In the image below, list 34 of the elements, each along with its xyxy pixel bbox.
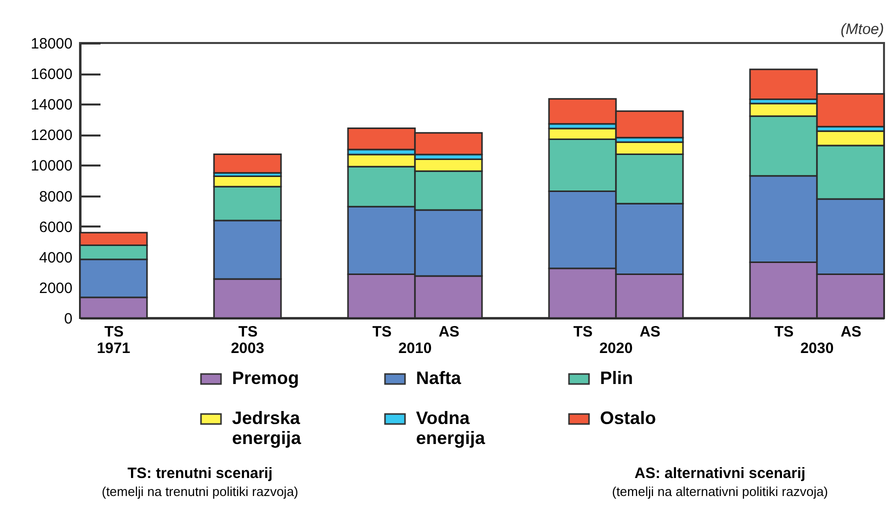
legend-label: Premog xyxy=(232,368,300,388)
x-tick-label: TS xyxy=(774,324,794,340)
x-tick-label: TS xyxy=(238,324,258,340)
y-tick-label: 0 xyxy=(64,310,72,328)
text: AS: alternativni scenarij xyxy=(634,465,806,482)
legend-label: Ostalo xyxy=(600,408,656,428)
y-tick-label: 14000 xyxy=(30,96,72,114)
legend-label: Vodna energija xyxy=(416,408,486,448)
y-tick-label: 10000 xyxy=(30,158,72,175)
x-tick-label: AS xyxy=(438,324,460,340)
y-tick-label: 2000 xyxy=(39,280,72,297)
text: 2030 xyxy=(800,340,834,357)
x-tick-label: TS xyxy=(104,324,124,340)
text: TS: trenutni scenarij xyxy=(127,465,273,482)
text: (temelji na trenutni politiki razvoja) xyxy=(102,484,298,499)
legend-label: Plin xyxy=(600,368,634,388)
x-tick-label: TS xyxy=(573,324,593,340)
legend-label: Nafta xyxy=(416,368,462,388)
text: (temelji na alternativni politiki razvoja) xyxy=(612,484,828,499)
x-tick-label: AS xyxy=(640,324,660,340)
y-tick-label: 12000 xyxy=(30,127,72,144)
text: 2010 xyxy=(398,340,432,357)
text: 2003 xyxy=(230,340,264,357)
legend-label: Jedrska energija xyxy=(232,408,302,448)
x-tick-label: TS xyxy=(372,324,392,340)
y-axis-title: (Mtoe) xyxy=(840,21,884,38)
x-tick-label: AS xyxy=(840,324,862,340)
y-tick-label: 6000 xyxy=(39,218,72,236)
y-tick-label: 18000 xyxy=(30,36,72,52)
text: 1971 xyxy=(96,340,130,357)
y-tick-label: 16000 xyxy=(30,66,72,84)
text: 2020 xyxy=(599,340,633,357)
y-tick-label: 8000 xyxy=(39,188,72,206)
y-tick-label: 4000 xyxy=(39,249,72,266)
